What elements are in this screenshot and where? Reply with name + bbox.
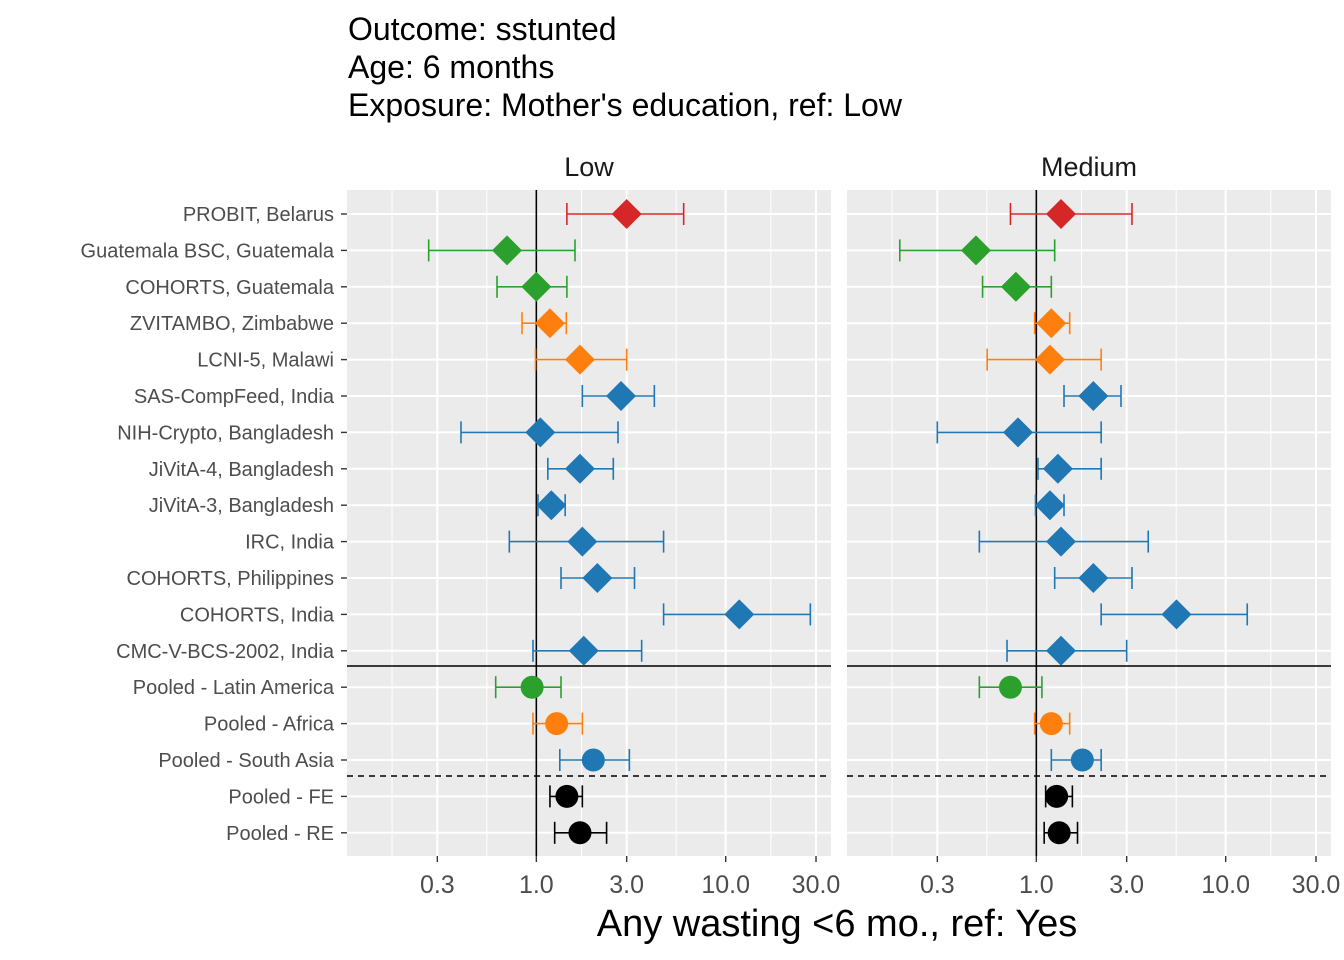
point-estimate-zvitambo-zimbabwe	[534, 308, 565, 339]
y-label-cohorts-philippines: COHORTS, Philippines	[127, 568, 334, 590]
point-estimate-pooled-re	[1047, 821, 1071, 845]
y-label-nih-crypto-bangladesh: NIH-Crypto, Bangladesh	[117, 422, 334, 444]
panel-background	[847, 190, 1331, 856]
y-label-probit-belarus: PROBIT, Belarus	[183, 204, 334, 226]
point-estimate-irc-india	[567, 526, 598, 557]
panel-background	[347, 190, 831, 856]
point-estimate-cohorts-philippines	[582, 563, 613, 593]
y-label-guatemala-bsc-guatemala: Guatemala BSC, Guatemala	[81, 240, 335, 262]
point-estimate-lcni-5-malawi	[564, 344, 595, 375]
y-label-pooled-fe: Pooled - FE	[228, 786, 334, 808]
y-label-sas-compfeed-india: SAS-CompFeed, India	[134, 386, 335, 408]
point-estimate-nih-crypto-bangladesh	[525, 417, 556, 448]
y-label-pooled-africa: Pooled - Africa	[204, 714, 335, 736]
point-estimate-lcni-5-malawi	[1034, 344, 1065, 375]
x-tick-label: 3.0	[1109, 871, 1144, 899]
point-estimate-pooled-africa	[1039, 712, 1063, 736]
y-label-cohorts-india: COHORTS, India	[180, 604, 335, 626]
point-estimate-cohorts-guatemala	[521, 271, 552, 302]
x-tick-label: 3.0	[609, 871, 644, 899]
y-label-jivita-4-bangladesh: JiVitA-4, Bangladesh	[149, 459, 334, 481]
point-estimate-sas-compfeed-india	[1078, 381, 1109, 411]
point-estimate-jivita-4-bangladesh	[564, 453, 595, 484]
point-estimate-cohorts-india	[1161, 599, 1192, 630]
x-axis-title: Any wasting <6 mo., ref: Yes	[597, 903, 1078, 945]
point-estimate-guatemala-bsc-guatemala	[492, 235, 523, 266]
point-estimate-pooled-fe	[1045, 784, 1069, 808]
y-label-pooled-south-asia: Pooled - South Asia	[158, 750, 335, 772]
y-axis: PROBIT, Belarus Guatemala BSC, Guatemala C…	[81, 204, 347, 845]
title-line-age: Age: 6 months	[348, 49, 555, 85]
point-estimate-pooled-africa	[545, 712, 569, 736]
point-estimate-pooled-south-asia	[581, 748, 605, 772]
title-line-outcome: Outcome: sstunted	[348, 11, 617, 47]
chart-title: Outcome: sstunted Age: 6 months Exposure…	[348, 10, 902, 124]
point-estimate-probit-belarus	[1046, 199, 1077, 229]
x-tick-label: 1.0	[519, 871, 554, 899]
point-estimate-cmc-v-bcs-2002-india	[568, 635, 599, 666]
y-label-pooled-re: Pooled - RE	[226, 823, 334, 845]
facet-label-medium: Medium	[1041, 152, 1137, 182]
title-line-exposure: Exposure: Mother's education, ref: Low	[348, 87, 902, 123]
x-tick-label: 0.3	[920, 871, 955, 899]
x-tick-label: 30.0	[792, 871, 841, 899]
point-estimate-irc-india	[1046, 526, 1077, 557]
point-estimate-cohorts-guatemala	[1000, 271, 1031, 302]
point-estimate-pooled-latin-america	[520, 675, 544, 699]
facet-label-low: Low	[564, 152, 614, 182]
panel-low: Low 0.3 1.0 3.0 10.0 30.0	[347, 152, 840, 899]
y-label-cohorts-guatemala: COHORTS, Guatemala	[125, 277, 334, 299]
panel-medium: Medium 0.3 1.0 3.0 10.0 30.0	[847, 152, 1340, 899]
point-estimate-guatemala-bsc-guatemala	[960, 235, 991, 266]
point-estimate-pooled-latin-america	[998, 675, 1022, 699]
point-estimate-sas-compfeed-india	[605, 381, 636, 411]
point-estimate-pooled-south-asia	[1070, 748, 1094, 772]
point-estimate-probit-belarus	[611, 199, 642, 229]
point-estimate-pooled-re	[568, 821, 592, 845]
point-estimate-cmc-v-bcs-2002-india	[1046, 635, 1077, 666]
point-estimate-cohorts-philippines	[1078, 563, 1109, 593]
point-estimate-nih-crypto-bangladesh	[1002, 417, 1033, 448]
y-label-jivita-3-bangladesh: JiVitA-3, Bangladesh	[149, 495, 334, 517]
point-estimate-jivita-4-bangladesh	[1042, 453, 1073, 484]
x-tick-label: 10.0	[701, 871, 750, 899]
x-tick-label: 1.0	[1019, 871, 1054, 899]
y-label-zvitambo-zimbabwe: ZVITAMBO, Zimbabwe	[130, 313, 334, 335]
y-label-irc-india: IRC, India	[245, 532, 335, 554]
y-label-lcni-5-malawi: LCNI-5, Malawi	[197, 350, 334, 372]
y-label-cmc-v-bcs-2002-india: CMC-V-BCS-2002, India	[116, 641, 335, 663]
x-tick-label: 0.3	[420, 871, 455, 899]
x-tick-label: 10.0	[1201, 871, 1250, 899]
point-estimate-jivita-3-bangladesh	[536, 490, 567, 521]
y-label-pooled-latin-america: Pooled - Latin America	[133, 677, 335, 699]
point-estimate-jivita-3-bangladesh	[1034, 490, 1065, 521]
point-estimate-zvitambo-zimbabwe	[1036, 308, 1067, 339]
point-estimate-pooled-fe	[555, 784, 579, 808]
x-tick-label: 30.0	[1292, 871, 1341, 899]
point-estimate-cohorts-india	[724, 599, 755, 630]
